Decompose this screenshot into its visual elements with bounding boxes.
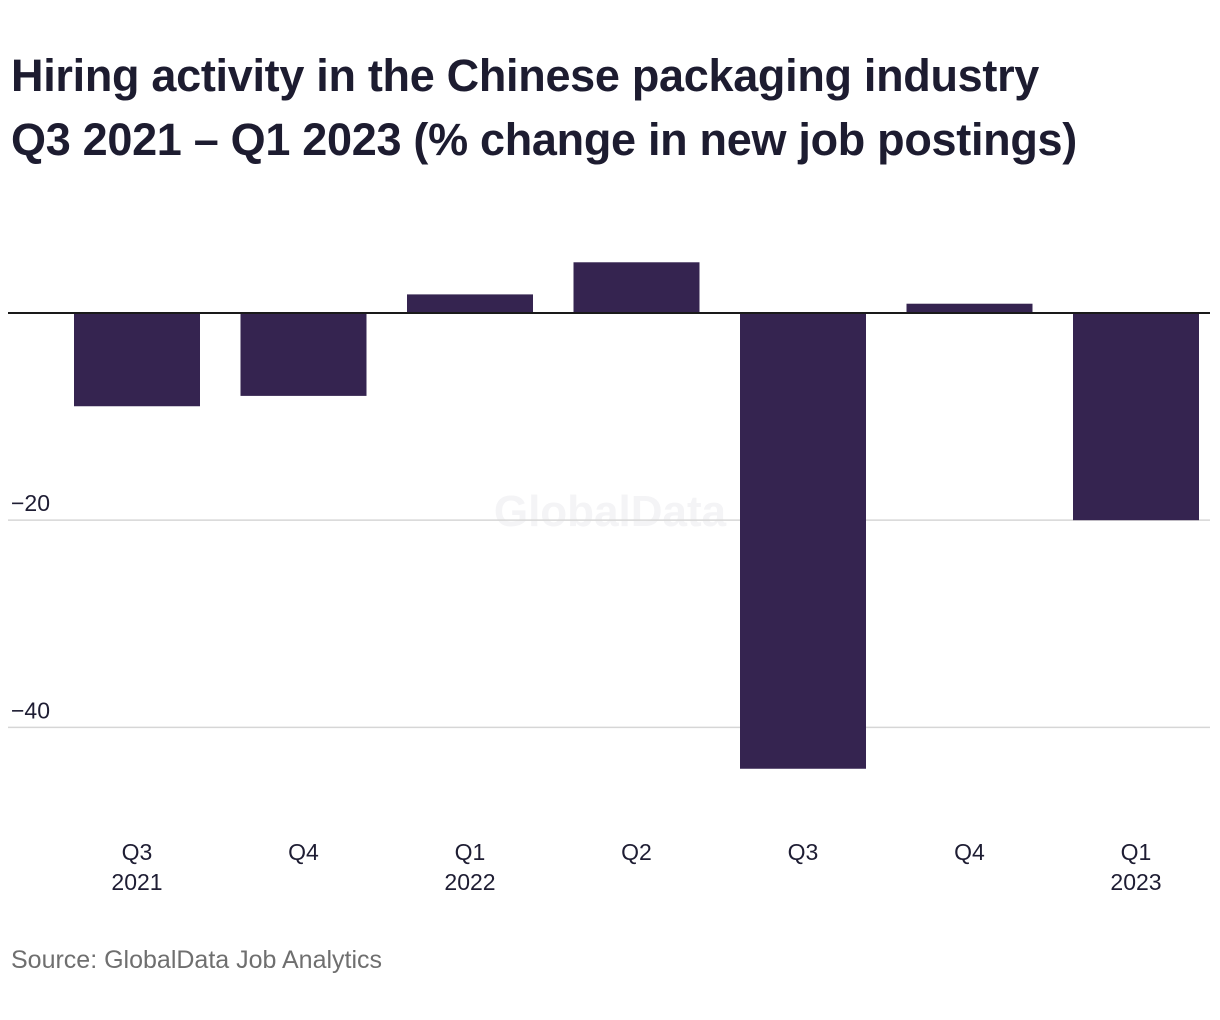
bar [407,294,533,314]
x-tick-label: Q1 [1121,839,1152,865]
y-tick-label: −40 [11,697,50,723]
x-tick-label: Q3 [122,839,153,865]
chart-title-line-2: Q3 2021 – Q1 2023 (% change in new job p… [11,114,1077,165]
x-tick-label: Q3 [788,839,819,865]
bar [240,313,367,396]
watermark: GlobalData [494,487,727,536]
bar [1073,313,1199,521]
chart-title: Hiring activity in the Chinese packaging… [11,44,1211,172]
x-tick-year-label: 2023 [1110,869,1161,895]
bar [740,313,866,769]
y-tick-label: −20 [11,490,50,516]
bar [573,262,700,314]
bar [74,313,200,407]
x-tick-label: Q2 [621,839,652,865]
x-tick-label: Q1 [455,839,486,865]
x-tick-label: Q4 [288,839,319,865]
source-note: Source: GlobalData Job Analytics [11,946,383,974]
chart-title-line-1: Hiring activity in the Chinese packaging… [11,50,1040,101]
x-tick-year-label: 2022 [444,869,495,895]
bar [906,303,1033,314]
x-tick-label: Q4 [954,839,985,865]
x-tick-year-label: 2021 [111,869,162,895]
